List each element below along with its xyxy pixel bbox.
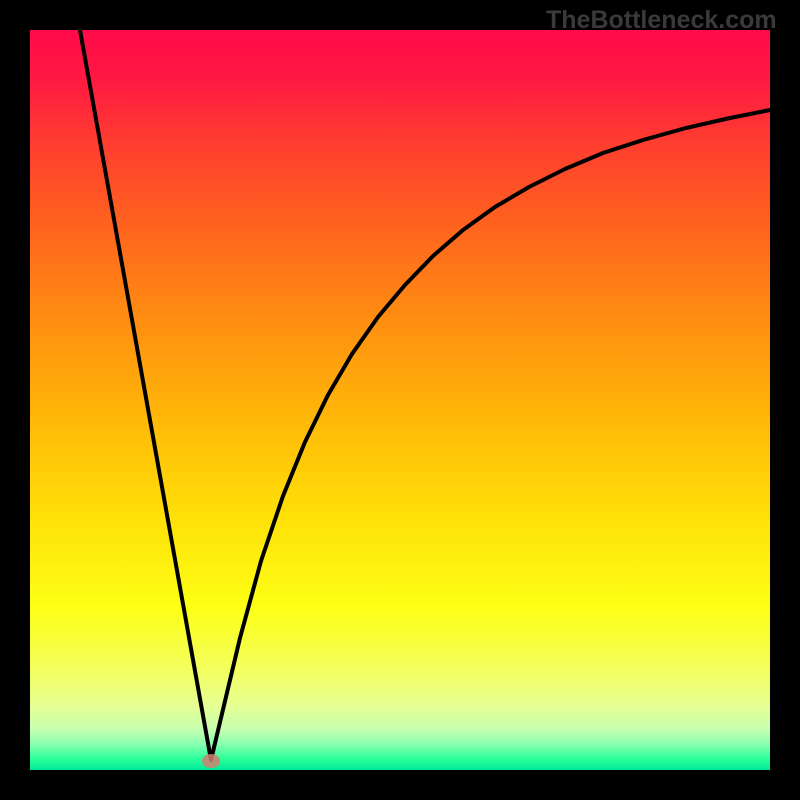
watermark-text: TheBottleneck.com [546, 6, 777, 35]
chart-container: TheBottleneck.com [0, 0, 800, 800]
plot-area [30, 30, 770, 770]
